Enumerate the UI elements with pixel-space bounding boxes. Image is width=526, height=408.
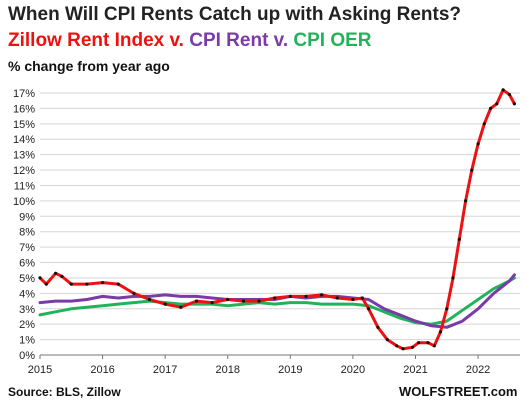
series-lines bbox=[38, 88, 517, 351]
data-point-zillow bbox=[257, 299, 261, 303]
x-tick-label: 2015 bbox=[28, 364, 52, 376]
data-point-zillow bbox=[101, 281, 105, 285]
data-point-zillow bbox=[385, 338, 389, 342]
y-tick-label: 16% bbox=[13, 103, 35, 115]
chart-subtitle: Zillow Rent Index v. CPI Rent v. CPI OER bbox=[8, 30, 372, 52]
x-tick-label: 2021 bbox=[403, 364, 427, 376]
x-tick-label: 2018 bbox=[216, 364, 240, 376]
y-tick-label: 13% bbox=[13, 150, 35, 162]
y-axis-ticks: 0% 1% 2% 3% 4% 5% 6% 7% 8% 9% 10% 11% 12% 13% 14% 15% 16… bbox=[13, 88, 35, 362]
subtitle-part-cpi-oer: CPI OER bbox=[293, 30, 372, 51]
data-point-zillow bbox=[376, 325, 380, 329]
data-point-zillow bbox=[304, 294, 308, 298]
data-point-zillow bbox=[147, 297, 152, 302]
y-axis-unit-label: % change from year ago bbox=[8, 58, 170, 74]
data-point-zillow bbox=[410, 345, 414, 349]
series-line-zillow-rent-index bbox=[38, 88, 516, 351]
y-tick-label: 2% bbox=[19, 319, 35, 331]
data-point-zillow bbox=[432, 344, 436, 348]
data-point-zillow bbox=[60, 274, 64, 278]
y-tick-label: 3% bbox=[19, 304, 35, 316]
data-point-zillow bbox=[132, 291, 136, 295]
data-point-zillow bbox=[210, 301, 214, 305]
data-point-zillow bbox=[512, 102, 517, 106]
x-tick-label: 2017 bbox=[153, 364, 177, 376]
data-point-zillow bbox=[451, 276, 455, 280]
y-tick-label: 10% bbox=[13, 196, 35, 208]
data-point-zillow bbox=[351, 297, 355, 302]
data-point-zillow bbox=[438, 330, 443, 334]
x-tick-label: 2020 bbox=[341, 364, 365, 376]
data-point-zillow bbox=[445, 307, 449, 311]
data-point-zillow bbox=[116, 282, 120, 286]
data-point-zillow bbox=[464, 199, 468, 203]
x-tick-label: 2019 bbox=[278, 364, 302, 376]
source-note: Source: BLS, Zillow bbox=[8, 385, 121, 399]
y-tick-label: 6% bbox=[19, 258, 35, 270]
chart-title: When Will CPI Rents Catch up with Asking… bbox=[8, 4, 462, 25]
data-point-zillow bbox=[85, 282, 89, 286]
gridlines bbox=[40, 92, 520, 356]
data-point-zillow bbox=[457, 237, 461, 241]
x-axis-ticks: 2015 2016 2017 2018 2019 2020 2021 2022 bbox=[28, 355, 490, 376]
data-point-zillow bbox=[320, 293, 324, 297]
data-point-zillow bbox=[489, 106, 493, 110]
data-point-zillow bbox=[426, 341, 430, 345]
y-tick-label: 5% bbox=[19, 273, 35, 285]
data-point-zillow bbox=[470, 168, 474, 172]
data-point-zillow bbox=[241, 299, 245, 303]
data-point-zillow bbox=[38, 276, 42, 280]
y-tick-label: 14% bbox=[13, 134, 35, 146]
data-point-zillow bbox=[395, 344, 399, 348]
data-point-zillow bbox=[163, 302, 167, 306]
data-point-zillow bbox=[495, 102, 499, 106]
y-tick-label: 1% bbox=[19, 335, 35, 347]
data-point-zillow bbox=[360, 296, 364, 300]
data-point-zillow bbox=[54, 271, 58, 275]
y-tick-label: 4% bbox=[19, 288, 35, 300]
data-point-zillow bbox=[226, 297, 230, 302]
subtitle-part-cpi-rent: CPI Rent v. bbox=[189, 30, 294, 51]
data-point-zillow bbox=[476, 142, 480, 146]
data-point-zillow bbox=[179, 305, 183, 309]
y-tick-label: 7% bbox=[19, 242, 35, 254]
subtitle-part-zillow: Zillow Rent Index v. bbox=[8, 30, 190, 51]
data-point-zillow bbox=[69, 282, 73, 286]
data-point-zillow bbox=[501, 88, 505, 92]
y-tick-label: 0% bbox=[19, 350, 35, 362]
y-tick-label: 17% bbox=[13, 88, 35, 100]
y-tick-label: 12% bbox=[13, 165, 35, 177]
data-point-zillow bbox=[194, 299, 199, 303]
data-point-zillow bbox=[44, 282, 48, 286]
data-point-zillow bbox=[335, 296, 339, 300]
y-tick-label: 11% bbox=[14, 180, 35, 192]
data-point-zillow bbox=[367, 307, 371, 311]
y-tick-label: 15% bbox=[13, 119, 35, 131]
data-point-zillow bbox=[507, 92, 511, 97]
y-tick-label: 9% bbox=[19, 211, 35, 223]
x-tick-label: 2022 bbox=[466, 364, 490, 376]
data-point-zillow bbox=[401, 347, 405, 351]
x-tick-label: 2016 bbox=[90, 364, 114, 376]
y-tick-label: 8% bbox=[19, 227, 35, 239]
data-point-zillow bbox=[288, 294, 292, 298]
data-point-zillow bbox=[273, 296, 277, 300]
brand-watermark: WOLFSTREET.com bbox=[399, 384, 518, 399]
data-point-zillow bbox=[417, 341, 421, 345]
data-point-zillow bbox=[482, 122, 486, 126]
